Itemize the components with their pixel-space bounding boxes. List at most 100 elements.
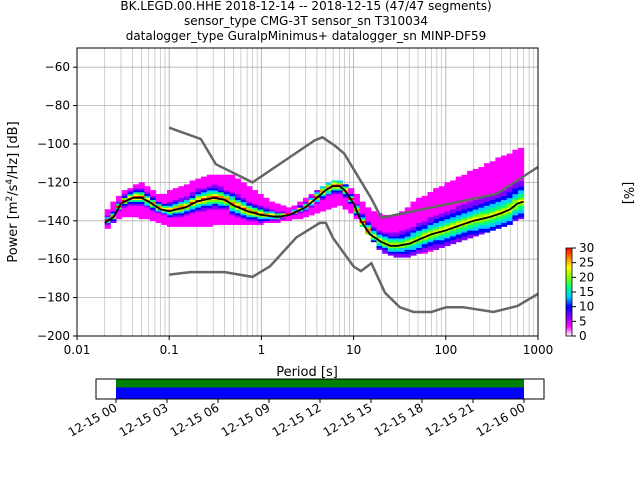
psd-cell — [201, 222, 208, 225]
psd-cell — [246, 190, 253, 193]
psd-cell — [319, 188, 326, 191]
psd-cell — [444, 188, 451, 191]
psd-cell — [257, 215, 264, 218]
psd-cell — [376, 234, 383, 237]
psd-cell — [155, 193, 162, 197]
psd-cell — [138, 211, 145, 214]
psd-cell — [421, 241, 428, 245]
psd-cell — [433, 245, 440, 248]
psd-cell — [234, 215, 242, 218]
psd-cell — [325, 190, 332, 193]
psd-cell — [217, 176, 225, 179]
psd-cell — [506, 155, 513, 158]
psd-cell — [370, 228, 377, 231]
psd-cell — [421, 218, 428, 222]
psd-cell — [478, 207, 485, 210]
psd-cell — [518, 192, 525, 195]
psd-cell — [325, 207, 332, 210]
psd-cell — [399, 240, 406, 243]
psd-cell — [518, 180, 525, 183]
psd-cell — [376, 245, 383, 248]
psd-cell — [410, 213, 417, 216]
psd-cell — [427, 241, 434, 245]
psd-cell — [455, 197, 462, 200]
psd-cell — [478, 220, 485, 224]
psd-cell — [495, 186, 502, 189]
psd-cell — [450, 188, 457, 191]
psd-cell — [285, 211, 292, 214]
psd-cell — [246, 216, 253, 220]
psd-cell — [240, 207, 247, 210]
psd-cell — [195, 186, 202, 189]
psd-cell — [478, 226, 485, 229]
psd-cell — [342, 207, 349, 210]
psd-cell — [506, 188, 513, 191]
coverage-bar-top — [116, 379, 524, 388]
psd-cell — [212, 178, 219, 181]
psd-cell — [478, 199, 485, 202]
psd-cell — [251, 197, 259, 200]
psd-cell — [155, 197, 162, 200]
psd-cell — [257, 203, 264, 206]
psd-cell — [455, 203, 462, 206]
psd-cell — [455, 182, 462, 185]
psd-cell — [127, 195, 134, 199]
psd-cell — [325, 197, 332, 200]
psd-cell — [195, 213, 202, 216]
psd-cell — [189, 193, 196, 197]
psd-cell — [399, 253, 406, 256]
psd-cell — [382, 230, 389, 233]
psd-cell — [438, 220, 445, 224]
psd-cell — [518, 211, 525, 214]
psd-cell — [421, 213, 428, 216]
psd-cell — [484, 184, 491, 187]
psd-cell — [433, 211, 440, 214]
psd-cell — [331, 192, 338, 195]
psd-cell — [433, 199, 440, 202]
psd-cell — [404, 220, 411, 224]
psd-cell — [387, 241, 394, 245]
psd-cell — [512, 163, 519, 166]
psd-cell — [319, 201, 326, 204]
psd-cell — [501, 172, 508, 176]
psd-cell — [421, 222, 428, 225]
psd-cell — [240, 201, 247, 204]
psd-cell — [399, 216, 406, 220]
psd-cell — [501, 222, 508, 225]
psd-cell — [450, 213, 457, 216]
psd-cell — [467, 213, 474, 216]
psd-cell — [167, 211, 174, 214]
psd-cell — [512, 213, 519, 216]
psd-cell — [229, 211, 236, 214]
psd-cell — [393, 238, 400, 241]
psd-cell — [478, 193, 485, 197]
psd-cell — [433, 209, 440, 212]
psd-cell — [212, 193, 219, 197]
psd-cell — [518, 205, 525, 208]
psd-cell — [195, 218, 202, 222]
psd-cell — [472, 205, 479, 208]
psd-cell — [150, 209, 157, 212]
psd-cell — [438, 216, 445, 220]
psd-cell — [184, 220, 191, 224]
colorbar-label: [%] — [620, 182, 635, 205]
psd-cell — [495, 226, 502, 229]
psd-cell — [342, 188, 349, 191]
y-tick-label: −200 — [37, 329, 70, 343]
psd-cell — [359, 224, 366, 227]
psd-cell — [438, 241, 445, 245]
psd-cell — [382, 228, 389, 231]
psd-cell — [348, 203, 355, 206]
psd-cell — [370, 240, 377, 243]
psd-cell — [387, 230, 394, 233]
psd-cell — [472, 220, 479, 224]
psd-cell — [263, 220, 270, 224]
psd-cell — [217, 192, 225, 195]
psd-cell — [461, 218, 468, 222]
psd-cell — [229, 180, 236, 183]
psd-cell — [421, 195, 428, 199]
psd-cell — [404, 224, 411, 227]
psd-cell — [201, 188, 208, 191]
psd-cell — [195, 180, 202, 183]
